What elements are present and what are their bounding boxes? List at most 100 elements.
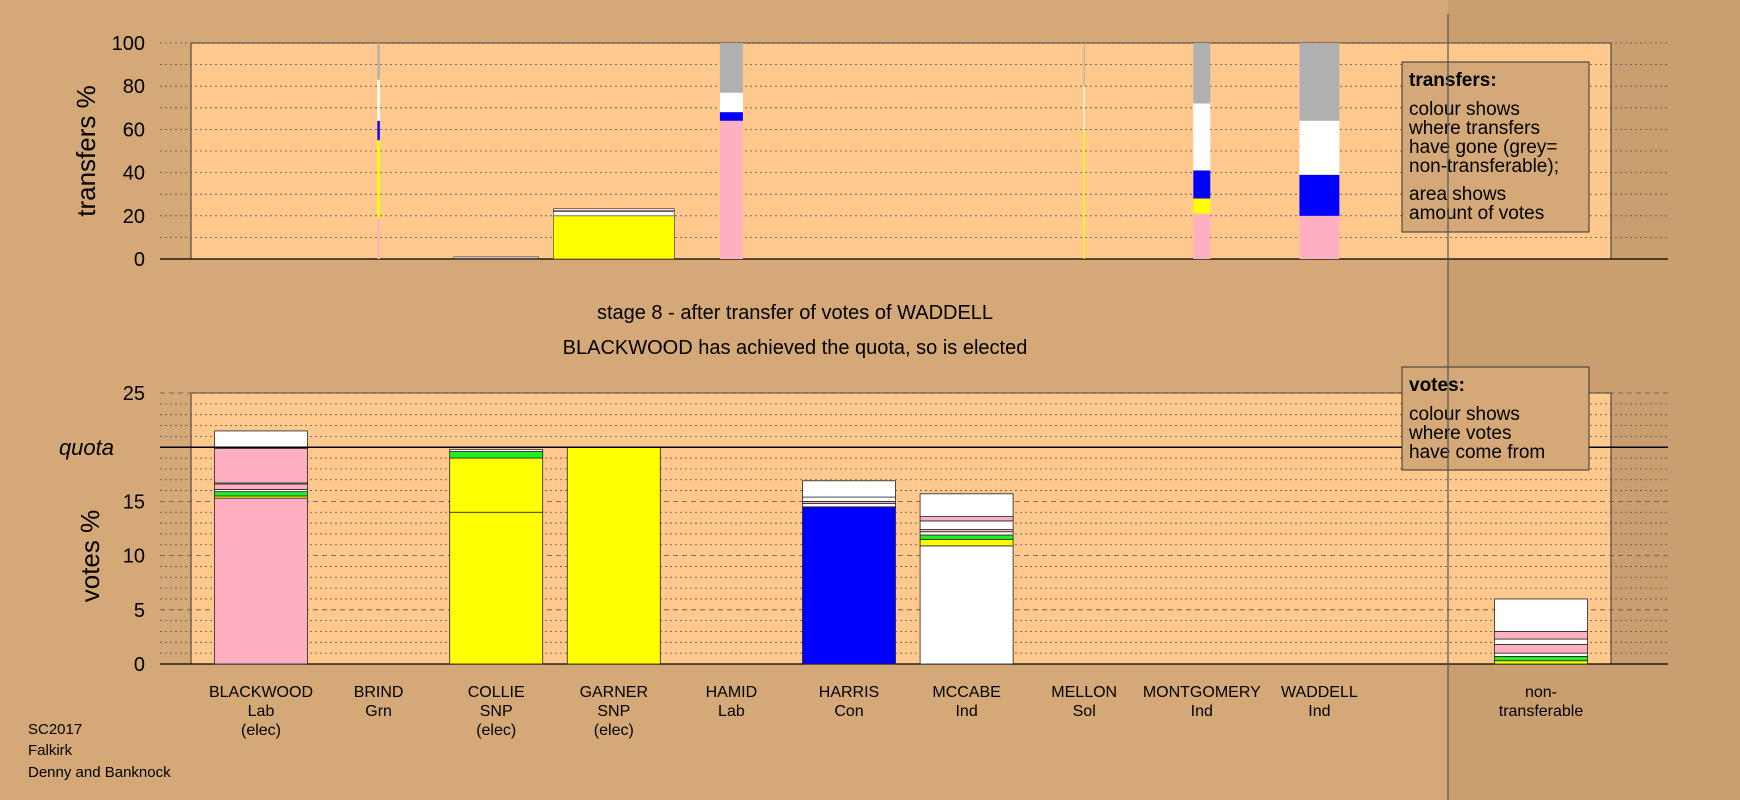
candidate-name: BLACKWOOD [209,684,313,701]
y-tick-label: 60 [123,119,145,141]
transfers-legend-title: transfers: [1409,70,1497,91]
transfer-segment [719,43,743,93]
y-tick-label: 5 [134,600,145,622]
y-tick-label: 100 [112,33,145,55]
vote-segment [919,531,1014,536]
votes-y-axis-label: votes % [75,510,105,603]
vote-segment [919,520,1014,530]
candidate-name: WADDELL [1281,684,1358,701]
transfer-segment [1083,43,1085,87]
votes-y-ticks: 0 5 10 15 25 [123,383,145,676]
vote-segment [802,480,896,498]
transfer-segment [377,43,380,80]
transfers-y-ticks: 0 20 40 60 80 100 [112,33,145,271]
transfer-segment [1193,43,1211,104]
candidate-name: BRIND [354,684,404,701]
candidate-name: COLLIE [468,684,525,701]
footer-council: Falkirk [28,742,73,759]
votes-bars [214,430,1588,665]
transfers-legend-line: where transfers [1408,118,1540,139]
candidate-name: MELLON [1051,684,1117,701]
candidate-party: Sol [1073,703,1096,720]
footer-election: SC2017 [28,721,82,738]
transfer-segment [1083,129,1085,259]
vote-segment [1494,644,1588,654]
candidate-party: Lab [718,703,745,720]
y-tick-label: 20 [123,206,145,228]
vote-segment [214,447,308,484]
vote-segment [214,491,308,497]
vote-segment [1494,631,1588,640]
candidate-name: HARRIS [819,684,879,701]
candidate-labels: BLACKWOOD Lab (elec) BRIND Grn COLLIE SNP (elec… [209,684,1583,739]
vote-segment [214,497,308,665]
transfer-segment [377,120,380,141]
transfer-segment [1193,198,1211,214]
vote-segment [449,457,544,513]
transfer-segment [377,217,380,259]
y-tick-label: 15 [123,491,145,513]
candidate-party: Grn [365,703,392,720]
vote-segment [919,534,1014,540]
transfer-segment [719,120,743,259]
transfer-segment [1193,213,1211,259]
candidate-status: (elec) [594,722,634,739]
candidate-name: GARNER [580,684,648,701]
y-tick-label: 40 [123,163,145,185]
candidate-name: MCCABE [932,684,1000,701]
transfer-segment [453,256,539,259]
vote-segment [919,545,1014,665]
candidate-status: (elec) [476,722,516,739]
candidate-party: Ind [1308,703,1330,720]
votes-plot-area [190,392,1612,665]
transfer-segment [719,92,743,113]
votes-legend-title: votes: [1409,375,1465,396]
votes-panel: 0 5 10 15 25 quota votes % BLACKWOOD Lab (elec… [59,366,1668,739]
quota-label: quota [59,435,114,460]
candidate-name: MONTGOMERY [1143,684,1261,701]
transfers-legend-line: amount of votes [1409,203,1544,224]
candidate-name: HAMID [706,684,758,701]
result-title: BLACKWOOD has achieved the quota, so is … [563,337,1028,359]
transfers-legend-box [1401,61,1590,233]
transfers-legend-line: area shows [1409,184,1506,205]
votes-legend: votes: colour shows where votes have com… [1401,366,1590,471]
candidate-party: transferable [1499,703,1584,720]
vote-segment [919,493,1014,517]
votes-legend-box [1401,366,1590,471]
transfers-y-axis-label: transfers % [71,85,101,217]
vote-segment [1494,656,1588,662]
transfers-legend: transfers: colour shows where transfers … [1401,61,1590,233]
candidate-name: non- [1525,684,1557,701]
candidate-party: SNP [597,703,630,720]
vote-segment [566,446,661,665]
transfer-segment [552,211,675,217]
vote-segment [449,451,544,459]
candidate-status: (elec) [241,722,281,739]
transfer-segment [377,79,380,121]
transfers-panel: 0 20 40 60 80 100 transfers % transfers: colo… [71,33,1668,271]
candidate-party: Ind [955,703,977,720]
transfers-legend-line: have gone (grey= [1409,137,1557,158]
vote-segment [1494,598,1588,632]
votes-legend-line: where votes [1408,423,1511,444]
y-tick-label: 80 [123,76,145,98]
vote-segment [919,516,1014,522]
candidate-party: Con [834,703,863,720]
vote-segment [214,430,308,449]
candidate-party: Ind [1191,703,1213,720]
transfer-segment [1193,103,1211,171]
candidate-party: Lab [248,703,275,720]
transfer-segment [1083,86,1085,130]
vote-segment [802,506,896,665]
transfer-segment [1299,120,1340,175]
transfers-legend-line: colour shows [1409,99,1520,120]
transfers-legend-line: non-transferable); [1409,156,1559,177]
y-tick-label: 0 [134,249,145,271]
stage-title: stage 8 - after transfer of votes of WAD… [597,302,993,324]
vote-segment [449,511,544,665]
transfer-segment [1299,215,1340,259]
transfers-bars [377,43,1340,260]
vote-segment [449,448,544,452]
